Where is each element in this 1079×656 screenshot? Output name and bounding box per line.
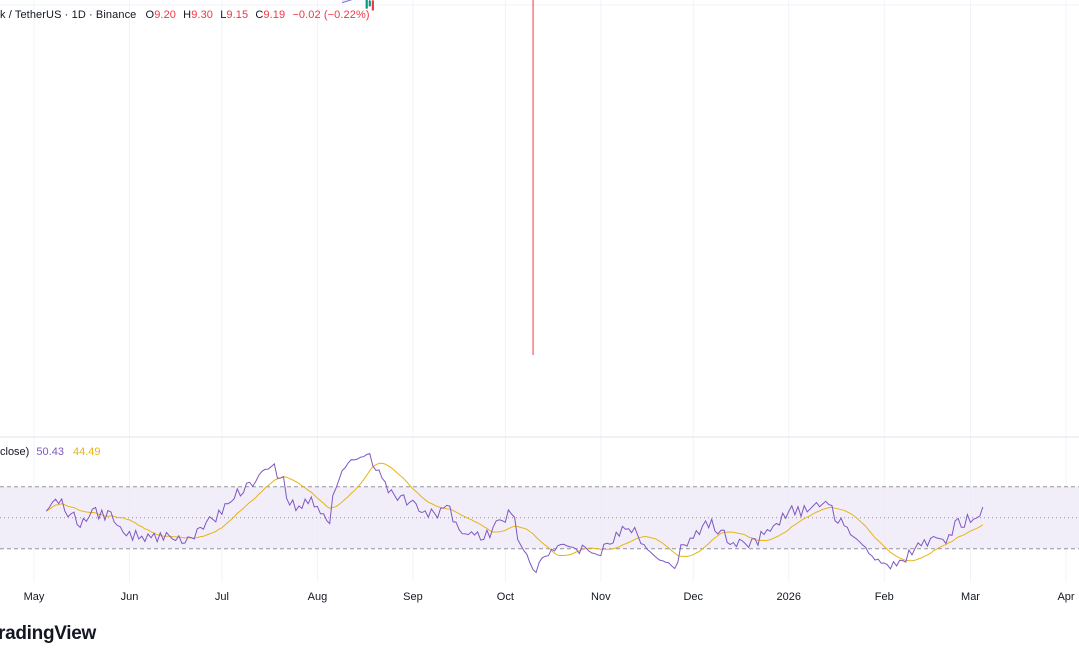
channel-fill xyxy=(342,0,986,437)
candlestick-series xyxy=(365,0,534,355)
time-axis[interactable]: May Jun Jul Aug Sep Oct Nov Dec 2026 Feb Mar Apr xyxy=(24,591,1075,603)
close-value: 9.19 xyxy=(263,9,286,21)
time-axis-label[interactable]: Apr xyxy=(1057,591,1074,603)
rsi-ma-line xyxy=(46,462,984,562)
symbol-title: k / TetherUS · 1D · Binance xyxy=(0,9,137,21)
time-axis-label[interactable]: 2026 xyxy=(777,591,801,603)
time-axis-label[interactable]: Sep xyxy=(403,591,423,603)
horizontal-grid xyxy=(0,4,1079,6)
rsi-pane xyxy=(0,452,1079,574)
time-axis-label[interactable]: May xyxy=(24,591,45,603)
rsi-value: 50.43 xyxy=(36,446,64,458)
rsi-header: close) 50.43 44.49 xyxy=(0,446,101,458)
open-label: O xyxy=(145,9,155,21)
candle-body xyxy=(368,0,371,7)
rsi-title: close) xyxy=(0,446,30,458)
close-label: C xyxy=(255,9,264,21)
time-axis-label[interactable]: Nov xyxy=(591,591,611,603)
high-label: H xyxy=(183,9,192,21)
time-axis-label[interactable]: Dec xyxy=(683,591,703,603)
time-axis-label[interactable]: Mar xyxy=(961,591,980,603)
candle-body xyxy=(371,0,374,11)
low-value: 9.15 xyxy=(226,9,249,21)
chart-header: k / TetherUS · 1D · Binance O9.20 H9.30 … xyxy=(0,9,370,21)
regression-channel[interactable] xyxy=(341,0,986,437)
open-value: 9.20 xyxy=(154,9,177,21)
time-axis-label[interactable]: Aug xyxy=(308,591,328,603)
high-value: 9.30 xyxy=(191,9,214,21)
time-axis-label[interactable]: Oct xyxy=(497,591,514,603)
channel-upper-line xyxy=(341,0,353,4)
time-axis-label[interactable]: Feb xyxy=(875,591,894,603)
change-value: −0.02 (−0.22%) xyxy=(292,9,370,21)
candle-body xyxy=(365,0,368,9)
time-axis-label[interactable]: Jun xyxy=(121,591,139,603)
time-axis-label[interactable]: Jul xyxy=(215,591,229,603)
tradingview-logo[interactable]: radingView xyxy=(0,623,97,644)
rsi-ma-value: 44.49 xyxy=(73,446,101,458)
rsi-band-fill xyxy=(0,486,1079,549)
rsi-line xyxy=(45,452,984,574)
low-label: L xyxy=(220,9,227,21)
